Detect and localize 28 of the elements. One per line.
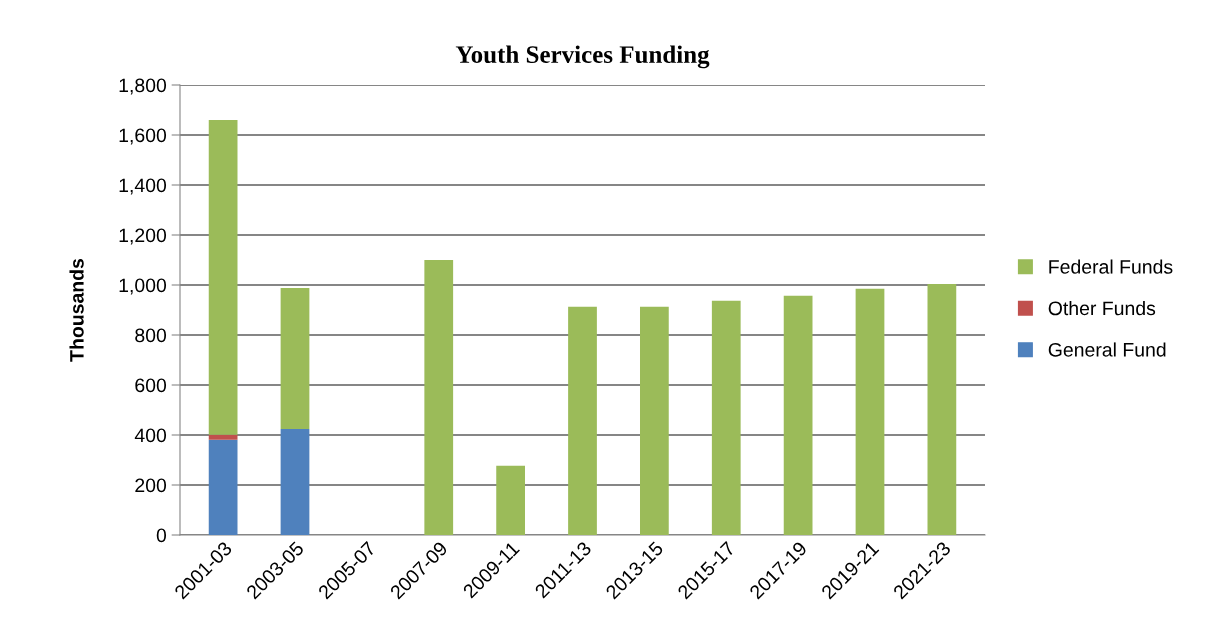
y-tick-label: 1,600 [119,128,167,145]
y-tick-label: 800 [135,328,167,343]
y-tick-label: 1,400 [119,178,167,195]
bar [927,284,957,535]
bar [280,288,310,429]
legend-label: Federal Funds [1049,259,1173,274]
bar [711,300,741,535]
bar [208,434,238,440]
chart-title: Youth Services Funding [455,45,710,69]
y-tick-label: 600 [135,378,167,393]
y-tick-label: 1,000 [119,278,167,295]
bar [424,260,454,535]
bar [208,439,238,535]
y-tick-label: 0 [156,528,167,543]
bar [568,306,597,535]
bar [855,288,885,535]
y-axis-title: Thousands [69,258,84,362]
bar [783,295,813,535]
bar [496,465,525,535]
bar [280,429,310,535]
bar [208,120,238,435]
y-tick-label: 1,200 [119,228,167,245]
y-tick-label: 200 [135,478,167,493]
y-tick-label: 1,800 [119,78,167,95]
bar [640,306,669,535]
y-tick-label: 400 [134,428,167,443]
legend-label: Other Funds [1048,300,1156,316]
legend-label: General Fund [1048,342,1166,357]
